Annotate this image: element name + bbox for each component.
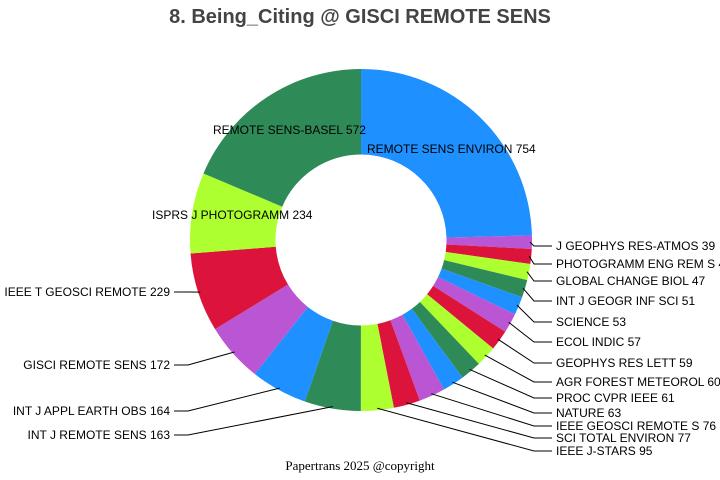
slice-label: NATURE 63	[556, 406, 621, 420]
slice-label: INT J REMOTE SENS 163	[28, 428, 171, 442]
donut-slice	[390, 314, 444, 401]
slice-label: REMOTE SENS-BASEL 572	[213, 123, 366, 137]
slice-label: SCIENCE 53	[556, 315, 626, 329]
donut-slice	[304, 320, 361, 411]
slice-label: IEEE J-STARS 95	[556, 444, 653, 458]
leader-line	[484, 354, 552, 383]
donut-slice	[377, 320, 420, 408]
donut-slice	[190, 246, 289, 330]
slice-label: GEOPHYS RES LETT 59	[556, 356, 693, 370]
leader-line	[469, 369, 552, 399]
copyright-footer: Papertrans 2025 @copyright	[285, 458, 435, 473]
donut-slice	[427, 285, 506, 349]
slice-label: SCI TOTAL ENVIRON 77	[556, 431, 691, 445]
donut-slice	[361, 69, 532, 238]
slice-label: ECOL INDIC 57	[556, 335, 641, 349]
donut-slices	[190, 69, 532, 411]
slice-label: PROC CVPR IEEE 61	[556, 391, 675, 405]
slice-label: PHOTOGRAMM ENG REM S 4	[556, 257, 720, 271]
leader-line	[377, 407, 552, 452]
donut-slice	[402, 308, 463, 390]
slice-label: REMOTE SENS ENVIRON 754	[367, 142, 536, 156]
slice-label: AGR FOREST METEOROL 60	[556, 375, 720, 389]
donut-slice	[433, 277, 515, 332]
slice-label: INT J GEOGR INF SCI 51	[556, 294, 695, 308]
slice-label: IEEE GEOSCI REMOTE S 76	[556, 419, 716, 433]
donut-slice	[419, 294, 494, 364]
donut-slice	[360, 323, 394, 411]
leader-line	[431, 393, 552, 427]
leader-line	[406, 402, 552, 439]
donut-slice	[254, 306, 333, 402]
slice-label: IEEE T GEOSCI REMOTE 229	[4, 285, 170, 299]
donut-slice	[190, 173, 283, 254]
donut-slice	[215, 284, 308, 374]
leader-line	[174, 351, 235, 366]
leader-line	[452, 381, 552, 414]
donut-slice	[441, 260, 528, 298]
leader-line	[526, 271, 552, 282]
donut-slice	[446, 235, 532, 250]
slice-label: J GEOPHYS RES-ATMOS 39	[556, 239, 715, 253]
leader-line	[497, 338, 552, 364]
leader-line	[529, 241, 552, 247]
chart-title: 8. Being_Citing @ GISCI REMOTE SENS	[169, 6, 551, 28]
leader-line	[522, 287, 552, 302]
slice-label: INT J APPL EARTH OBS 164	[13, 404, 171, 418]
donut-slice	[411, 301, 479, 378]
leader-line	[174, 387, 280, 412]
leader-lines	[174, 241, 552, 452]
leader-line	[174, 406, 333, 436]
donut-slice	[445, 244, 532, 264]
slice-label: GLOBAL CHANGE BIOL 47	[556, 274, 705, 288]
donut-slice	[437, 268, 523, 315]
leader-line	[508, 321, 552, 343]
slice-label: GISCI REMOTE SENS 172	[23, 358, 170, 372]
leader-line	[528, 256, 552, 265]
leader-line	[516, 304, 552, 323]
slice-label: ISPRS J PHOTOGRAMM 234	[152, 208, 313, 222]
donut-slice	[203, 69, 361, 207]
slice-labels: REMOTE SENS ENVIRON 754 J GEOPHYS RES-ATM…	[4, 123, 720, 458]
donut-slice	[444, 251, 531, 281]
